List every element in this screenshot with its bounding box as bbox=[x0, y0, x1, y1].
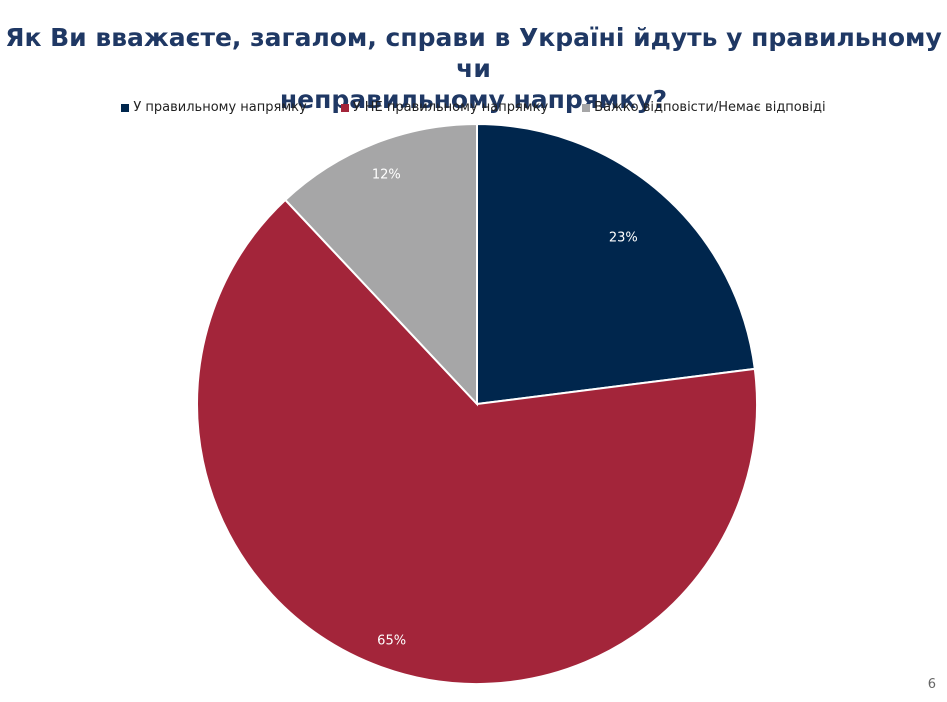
pie-slice-wrong-direction bbox=[196, 198, 758, 685]
pie-slice-right-direction bbox=[476, 122, 756, 406]
legend-item-right-direction: У правильному напрямку bbox=[121, 100, 307, 115]
pie-slice-hard-to-say bbox=[283, 122, 478, 407]
chart-title: Як Ви вважаєте, загалом, справи в Україн… bbox=[0, 22, 947, 115]
legend-swatch-hard-to-say bbox=[582, 103, 591, 112]
legend-label-hard-to-say: Важко відповісти/Немає відповіді bbox=[594, 100, 826, 115]
chart-title-line-1: Як Ви вважаєте, загалом, справи в Україн… bbox=[5, 23, 942, 83]
legend-item-hard-to-say: Важко відповісти/Немає відповіді bbox=[582, 100, 826, 115]
legend-swatch-right-direction bbox=[121, 103, 130, 112]
data-label-right-direction: 23% bbox=[609, 231, 638, 246]
legend-item-wrong-direction: У НЕ правильному напрямку bbox=[340, 100, 549, 115]
data-label-wrong-direction: 65% bbox=[377, 634, 406, 649]
page-number: 6 bbox=[927, 677, 936, 692]
legend-label-right-direction: У правильному напрямку bbox=[133, 100, 307, 115]
chart-legend: У правильному напрямку У НЕ правильному … bbox=[0, 100, 947, 115]
legend-label-wrong-direction: У НЕ правильному напрямку bbox=[352, 100, 549, 115]
legend-swatch-wrong-direction bbox=[340, 103, 349, 112]
data-label-hard-to-say: 12% bbox=[372, 167, 401, 182]
